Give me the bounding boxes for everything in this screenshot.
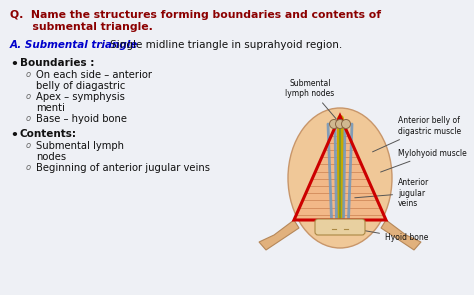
Circle shape	[329, 119, 338, 129]
Polygon shape	[259, 220, 299, 250]
Text: •: •	[10, 58, 18, 71]
FancyBboxPatch shape	[315, 219, 365, 235]
Text: o: o	[26, 70, 31, 79]
Text: belly of diagastric: belly of diagastric	[36, 81, 126, 91]
Circle shape	[336, 119, 345, 129]
Text: Hyoid bone: Hyoid bone	[358, 230, 428, 242]
Text: •: •	[10, 129, 18, 142]
Polygon shape	[294, 116, 386, 220]
Text: Submental
lymph nodes: Submental lymph nodes	[285, 78, 336, 119]
Text: o: o	[26, 163, 31, 172]
Text: Q.  Name the structures forming boundaries and contents of: Q. Name the structures forming boundarie…	[10, 10, 381, 20]
Text: :  Single midline triangle in suprahyoid region.: : Single midline triangle in suprahyoid …	[100, 40, 342, 50]
Text: Mylohyoid muscle: Mylohyoid muscle	[381, 148, 467, 172]
Text: Apex – symphysis: Apex – symphysis	[36, 92, 125, 102]
Ellipse shape	[288, 108, 392, 248]
Text: Anterior belly of
digastric muscle: Anterior belly of digastric muscle	[373, 116, 461, 152]
Text: Submental lymph: Submental lymph	[36, 141, 124, 151]
Text: Anterior
jugular
veins: Anterior jugular veins	[355, 178, 429, 208]
Text: o: o	[26, 92, 31, 101]
Circle shape	[341, 119, 350, 129]
Polygon shape	[381, 220, 421, 250]
Text: A. Submental triangle: A. Submental triangle	[10, 40, 138, 50]
Text: o: o	[26, 114, 31, 123]
Text: menti: menti	[36, 103, 65, 113]
Text: submental triangle.: submental triangle.	[10, 22, 153, 32]
Text: Beginning of anterior jugular veins: Beginning of anterior jugular veins	[36, 163, 210, 173]
Text: o: o	[26, 141, 31, 150]
Text: On each side – anterior: On each side – anterior	[36, 70, 152, 80]
Text: nodes: nodes	[36, 152, 66, 162]
Text: Boundaries :: Boundaries :	[20, 58, 94, 68]
Text: Base – hyoid bone: Base – hyoid bone	[36, 114, 127, 124]
Text: Contents:: Contents:	[20, 129, 77, 139]
